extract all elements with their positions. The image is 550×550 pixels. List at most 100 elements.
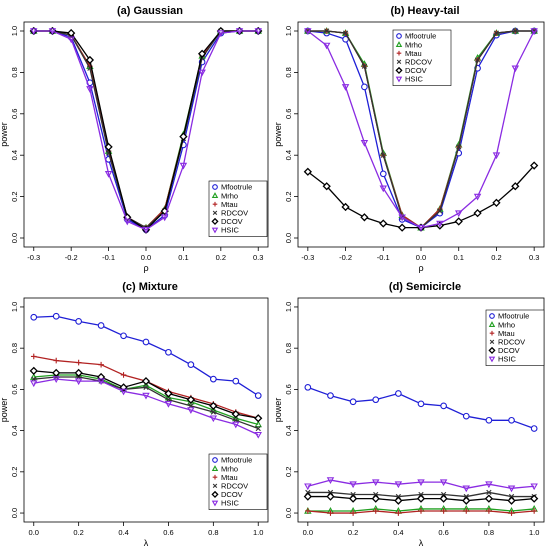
data-point (120, 372, 127, 378)
data-point (361, 83, 368, 91)
data-point (439, 479, 448, 487)
data-point-shape (394, 481, 403, 489)
legend-label: Mtau (498, 329, 515, 338)
data-point (164, 401, 173, 408)
series-line (33, 378, 259, 436)
data-point (97, 378, 105, 386)
legend-marker (488, 321, 496, 327)
data-point-shape (360, 213, 369, 222)
data-point (232, 377, 240, 385)
data-point (507, 496, 516, 505)
data-point (74, 378, 83, 386)
legend-label: Mrho (221, 464, 238, 473)
data-point (398, 223, 407, 232)
data-point-shape (417, 224, 425, 232)
y-tick-label: 0.8 (284, 343, 293, 353)
data-point (104, 171, 113, 178)
data-point (304, 383, 312, 391)
data-point (143, 384, 149, 390)
x-tick-label: 0.2 (348, 528, 358, 537)
legend-label: DCOV (498, 346, 520, 355)
data-point (372, 479, 380, 487)
legend-marker (488, 356, 496, 363)
data-point-shape (348, 494, 358, 503)
data-point (530, 483, 538, 491)
data-point (395, 390, 402, 397)
data-point-shape (508, 416, 515, 424)
x-axis-label: ρ (418, 263, 423, 273)
legend-box (392, 29, 452, 86)
y-tick-label: 0.2 (284, 467, 293, 477)
data-point-shape (372, 508, 379, 514)
data-point-shape (86, 86, 94, 93)
chart-title: (d) Semicircle (389, 281, 461, 293)
chart-title: (c) Mixture (122, 281, 178, 293)
legend-label: RDCOV (405, 58, 432, 67)
legend-label: RDCOV (221, 209, 248, 218)
data-point (322, 42, 331, 50)
legend-label: Mtau (221, 200, 238, 209)
data-point-shape (187, 361, 195, 369)
data-point (198, 69, 206, 77)
y-tick-label: 1.0 (10, 302, 19, 312)
data-point (179, 132, 188, 141)
legend-marker-shape (212, 483, 218, 489)
data-point (349, 481, 357, 489)
data-point-shape (349, 398, 357, 406)
data-point (141, 377, 151, 386)
legend-box (208, 180, 268, 237)
data-point-shape (512, 28, 518, 34)
data-point (142, 338, 150, 346)
data-point (417, 224, 425, 232)
data-point-shape (160, 214, 169, 222)
legend-marker-shape (395, 76, 403, 83)
data-point (530, 161, 539, 170)
data-point-shape (30, 28, 38, 35)
data-point (217, 30, 225, 38)
data-point-shape (142, 392, 150, 400)
legend-marker (396, 50, 402, 56)
data-point-shape (454, 217, 463, 226)
data-point (511, 182, 520, 191)
y-tick-label: 0.6 (10, 384, 19, 394)
x-tick-label: -0.1 (377, 253, 390, 262)
legend-label: DCOV (405, 66, 427, 75)
data-point-shape (142, 338, 150, 346)
data-point (507, 485, 516, 493)
data-point (437, 208, 443, 214)
data-point-shape (187, 407, 195, 414)
legend-label: Mrho (221, 191, 238, 200)
data-point-shape (372, 479, 380, 487)
legend-label: Mfootrule (221, 183, 252, 192)
y-tick-label: 0.2 (284, 191, 293, 201)
y-tick-label: 1.0 (284, 26, 293, 36)
data-point-shape (326, 492, 335, 501)
data-point-shape (304, 483, 312, 491)
data-point (380, 152, 386, 158)
data-point-shape (48, 28, 57, 35)
legend-marker-shape (211, 500, 219, 507)
data-point-shape (379, 170, 387, 178)
legend-marker (211, 465, 219, 471)
data-point-shape (492, 198, 501, 207)
data-point (235, 28, 244, 35)
legend-marker-shape (488, 321, 496, 327)
data-point-shape (530, 161, 539, 170)
chart-title: (a) Gaussian (117, 5, 183, 17)
legend-marker-shape (396, 59, 402, 65)
x-tick-label: 0.8 (484, 528, 494, 537)
data-point-shape (530, 494, 539, 503)
data-point (473, 209, 482, 218)
data-point-shape (165, 348, 172, 356)
series-mfootrule (30, 312, 262, 399)
series-mfootrule (304, 383, 538, 432)
y-tick-label: 0.6 (284, 109, 293, 119)
data-point (303, 167, 312, 176)
y-tick-label: 1.0 (10, 26, 19, 36)
data-point-shape (255, 425, 261, 432)
panel-heavy-tail: (b) Heavy-tail -0.3 -0.2 -0.1 0.0 0.1 0.2 0.3 0.… (273, 5, 545, 273)
data-point (371, 494, 380, 503)
legend-marker (211, 217, 219, 225)
